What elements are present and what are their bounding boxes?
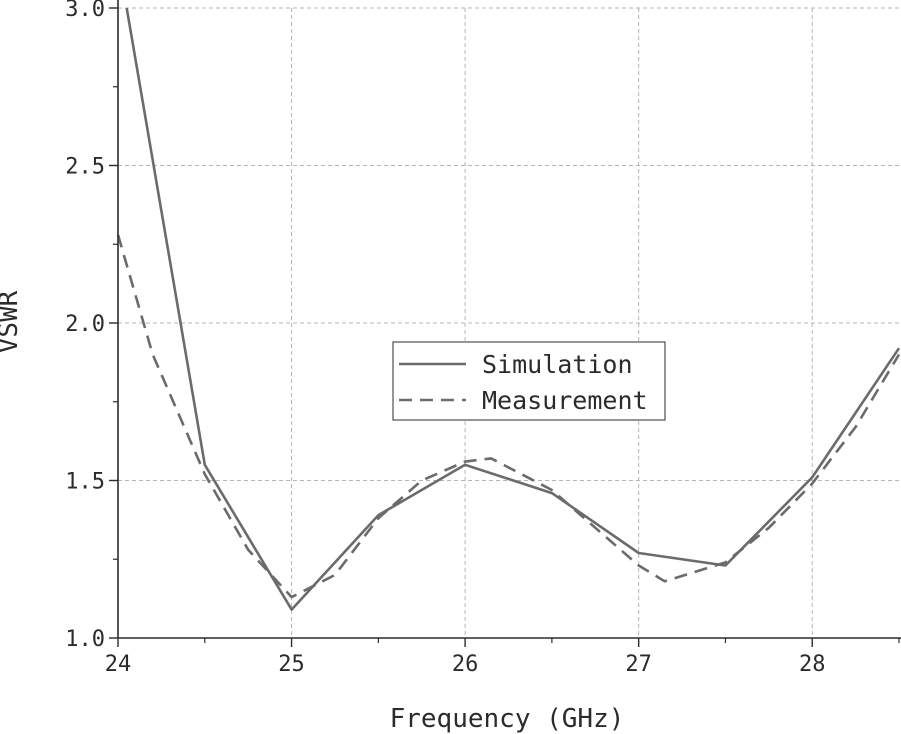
- y-tick-label: 1.5: [65, 470, 105, 495]
- legend-label-simulation: Simulation: [482, 350, 633, 379]
- y-tick-label: 1.0: [65, 627, 105, 652]
- legend: Simulation Measurement: [392, 341, 666, 421]
- y-tick-label: 2.5: [65, 155, 105, 180]
- grid-lines: [118, 7, 899, 638]
- y-tick-label: 3.0: [65, 0, 105, 22]
- series-line-simulation: [125, 7, 901, 611]
- tick-labels: 24 25 26 27 28 1.0 1.5 2.0 2.5 3.0: [65, 0, 825, 677]
- y-tick-label: 2.0: [65, 312, 105, 337]
- legend-box: [392, 341, 666, 421]
- y-axis-title: VSWR: [0, 290, 24, 353]
- series-lines: [116, 7, 901, 611]
- tick-marks: [109, 7, 900, 647]
- x-tick-label: 26: [452, 652, 479, 677]
- x-tick-label: 24: [105, 652, 132, 677]
- axes: [117, 0, 901, 639]
- legend-label-measurement: Measurement: [482, 386, 648, 415]
- series-line-measurement: [116, 234, 901, 599]
- x-axis-title: Frequency (GHz): [390, 704, 625, 734]
- x-tick-label: 27: [625, 652, 652, 677]
- x-tick-label: 28: [799, 652, 826, 677]
- x-tick-label: 25: [278, 652, 305, 677]
